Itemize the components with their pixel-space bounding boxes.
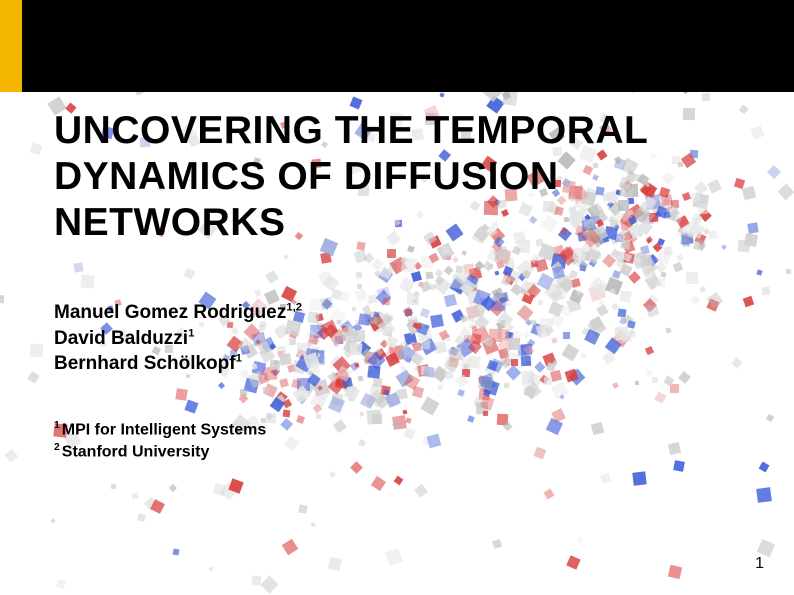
author-line: Manuel Gomez Rodriguez1,2	[54, 300, 740, 326]
affiliation-number: 1	[54, 420, 60, 431]
affiliation-number: 2	[54, 442, 60, 453]
author-line: Bernhard Schölkopf1	[54, 351, 740, 377]
author-affil-sup: 1	[188, 327, 194, 339]
author-name: Bernhard Schölkopf	[54, 353, 236, 374]
author-affil-sup: 1	[236, 353, 242, 365]
affiliation-line: 1MPI for Intelligent Systems	[54, 419, 740, 441]
header-accent-stripe	[0, 0, 22, 92]
title-header-bar	[0, 0, 794, 92]
affiliation-text: MPI for Intelligent Systems	[62, 421, 266, 438]
affiliation-line: 2Stanford University	[54, 441, 740, 463]
author-name: Manuel Gomez Rodriguez	[54, 302, 286, 323]
author-name: David Balduzzi	[54, 328, 188, 349]
affiliation-text: Stanford University	[62, 443, 210, 460]
author-block: Manuel Gomez Rodriguez1,2 David Balduzzi…	[54, 300, 740, 377]
author-affil-sup: 1,2	[286, 302, 302, 314]
affiliation-block: 1MPI for Intelligent Systems 2Stanford U…	[54, 419, 740, 463]
page-title: UNCOVERING THE TEMPORAL DYNAMICS OF DIFF…	[54, 108, 740, 246]
slide-content: UNCOVERING THE TEMPORAL DYNAMICS OF DIFF…	[0, 92, 794, 463]
author-line: David Balduzzi1	[54, 326, 740, 352]
page-number: 1	[755, 555, 764, 573]
